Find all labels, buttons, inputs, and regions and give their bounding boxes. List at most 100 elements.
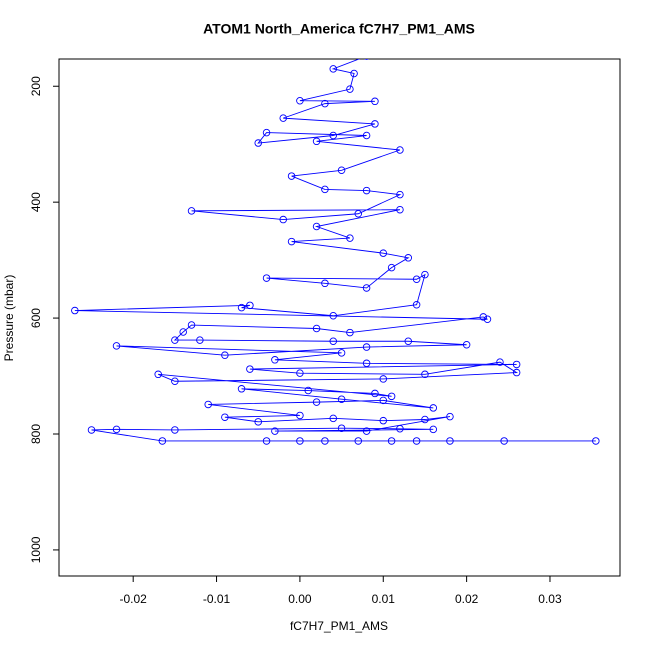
data-point [346, 328, 354, 337]
data-point [387, 263, 396, 272]
data-point [187, 321, 196, 329]
data-point [262, 128, 271, 137]
data-point [421, 415, 429, 424]
data-point [362, 284, 371, 292]
data-point [204, 400, 212, 409]
data-point [237, 303, 246, 312]
data-point [321, 99, 329, 108]
data-point [329, 312, 337, 320]
data-point [221, 413, 229, 421]
data-point [483, 315, 492, 323]
data-point [337, 395, 346, 403]
data-point [362, 131, 371, 140]
data-point [364, 59, 369, 60]
data-point [112, 425, 121, 434]
data-point [254, 418, 262, 426]
data-point [362, 186, 371, 195]
data-point [412, 437, 421, 445]
data-point [346, 234, 354, 242]
data-point [592, 437, 600, 445]
data-point [421, 370, 429, 379]
data-point [271, 427, 279, 435]
data-point [371, 389, 379, 398]
chart-title: ATOM1 North_America fC7H7_PM1_AMS [203, 21, 475, 37]
data-point [479, 313, 488, 321]
data-point [404, 254, 413, 262]
data-point [296, 411, 304, 420]
data-point [196, 336, 204, 344]
data-point [312, 398, 321, 406]
data-point [321, 279, 329, 288]
data-point [512, 360, 521, 369]
data-point [112, 342, 121, 350]
data-point [279, 114, 287, 122]
y-tick-label: 800 [29, 424, 43, 444]
data-point [271, 356, 279, 364]
data-point [71, 306, 79, 315]
data-point [379, 375, 388, 383]
data-point [329, 131, 337, 140]
data-point [287, 172, 296, 180]
data-point [362, 359, 371, 368]
x-tick-label: 0.00 [288, 592, 312, 606]
data-point [350, 69, 358, 78]
data-point [396, 425, 404, 433]
data-point [329, 337, 337, 346]
data-point [404, 337, 413, 346]
data-point [379, 249, 388, 257]
data-point [421, 270, 429, 279]
data-point [187, 207, 196, 215]
data-point [262, 437, 271, 445]
data-point [246, 301, 254, 310]
data-point [362, 427, 371, 435]
data-line [74, 59, 596, 442]
data-point [337, 424, 346, 432]
y-tick-label: 400 [29, 192, 43, 212]
data-point [296, 369, 304, 377]
data-point [387, 437, 396, 445]
data-point [362, 343, 371, 351]
data-point [429, 425, 438, 434]
data-point [354, 437, 363, 445]
x-tick-label: -0.02 [120, 592, 148, 606]
data-point [429, 404, 438, 412]
data-point [158, 437, 167, 445]
data-point [371, 97, 379, 106]
data-point [312, 137, 321, 146]
x-tick-label: -0.01 [203, 592, 231, 606]
data-point [321, 437, 329, 445]
data-point [396, 205, 404, 214]
data-point [296, 437, 304, 445]
data-point [354, 210, 363, 218]
data-point [287, 237, 296, 246]
plot-area [71, 59, 600, 445]
data-point [221, 351, 229, 359]
y-tick-label: 600 [29, 308, 43, 328]
data-point [412, 275, 421, 283]
data-point [312, 222, 321, 231]
data-point [371, 120, 379, 128]
data-point [171, 336, 179, 344]
data-point [512, 368, 521, 377]
data-point [379, 396, 388, 405]
data-point [396, 146, 404, 154]
data-point [387, 392, 396, 401]
data-point [329, 65, 337, 73]
data-point [321, 185, 329, 194]
x-tick-label: 0.01 [372, 592, 396, 606]
data-point [462, 340, 471, 349]
data-point [171, 426, 179, 434]
data-point [337, 349, 346, 357]
y-axis-label: Pressure (mbar) [2, 275, 16, 362]
data-point [500, 437, 508, 445]
data-point [496, 358, 504, 366]
data-point [346, 85, 354, 93]
data-point [312, 324, 321, 333]
plot-frame [58, 58, 621, 577]
data-point [237, 385, 246, 393]
data-point [296, 96, 304, 105]
data-point [379, 416, 388, 425]
